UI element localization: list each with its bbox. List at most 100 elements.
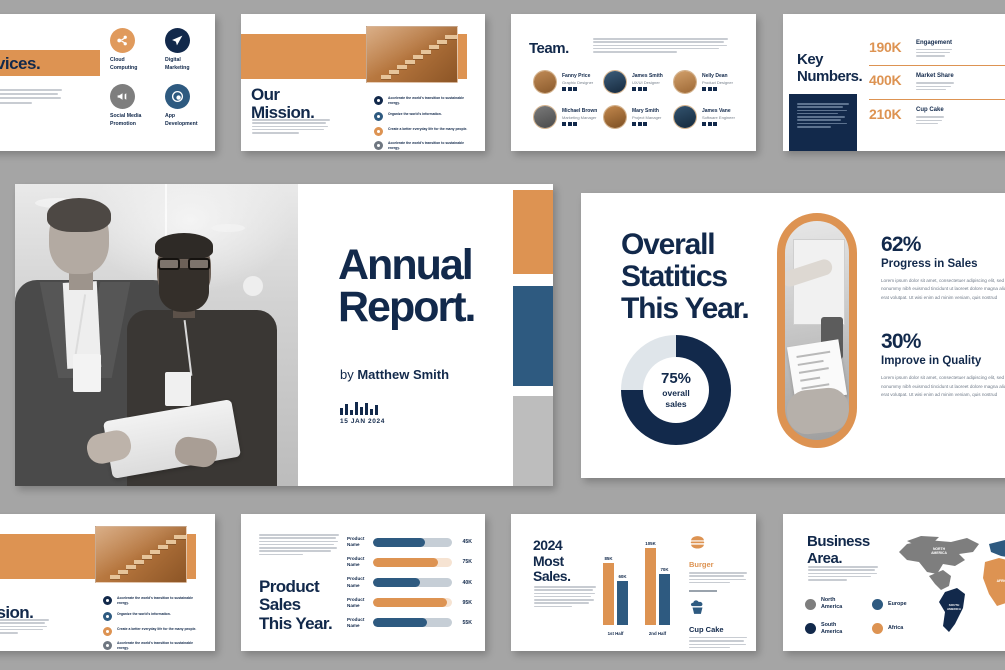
swatch-orange [513,190,553,274]
social-icons[interactable] [702,122,735,127]
mini-bar-decoration-icon [340,402,378,415]
product-value: 75K [462,559,472,566]
twitter-icon [637,122,642,127]
mission-bullet-list: Accelerate the world's transition to sus… [374,96,474,151]
twitter-icon [707,122,712,127]
mission-bullet[interactable]: Organize the world's information. [103,612,203,622]
paper-plane-icon [165,28,190,53]
product-sales-row[interactable]: Product Name 55K [347,617,472,629]
product-sales-row[interactable]: Product Name 45K [347,536,472,548]
team-member[interactable]: Fanny Price Graphic Designer [533,70,598,94]
key-numbers-navy-block [789,94,857,151]
product-value: 45K [462,539,472,546]
bullet-circle-icon [103,596,112,605]
social-icons[interactable] [632,122,661,127]
product-sales-row[interactable]: Product Name 40K [347,576,472,588]
product-value: 95K [462,599,472,606]
facebook-icon [562,122,566,127]
slide-business-area[interactable]: Business Area. North America Europe Sout… [783,514,1005,651]
slide-our-mission-bottom[interactable]: Our Mission. Accelerate the world's tran… [0,514,215,651]
team-member[interactable]: James Smith UX/UI Designer [603,70,668,94]
key-number-row[interactable]: 190K Engagement [869,32,1005,66]
mission-bullet[interactable]: Accelerate the world's transition to sus… [103,596,203,607]
bullet-circle-icon [374,126,383,136]
legend-dot-icon [872,623,883,635]
service-label: Cloud Computing [110,57,138,71]
team-member-role: Project Manager [632,115,662,121]
service-label: Social Media Promotion [110,113,142,127]
x-axis-label: 2nd Half [648,631,667,636]
slide-product-sales[interactable]: Product Sales This Year. Product Name 45… [241,514,485,651]
mission-bullet[interactable]: Accelerate the world's transition to sus… [374,96,474,107]
legend-item-cup-cake[interactable]: Cup Cake [689,599,747,649]
key-number-value: 400K [869,72,902,89]
team-member[interactable]: Mary Smith Project Manager [603,105,668,129]
team-member-name: Michael Brown [562,107,598,114]
social-icons[interactable] [562,122,597,127]
service-item-app-development[interactable]: App Development [165,84,210,128]
slide-overall-statistics[interactable]: Overall Statitics This Year. 75% overall… [581,193,1005,478]
business-area-title: Business Area. [807,533,870,567]
bullet-circle-icon [103,626,112,636]
service-item-digital-marketing[interactable]: Digital Marketing [165,28,210,72]
service-item-cloud-computing[interactable]: Cloud Computing [110,28,155,72]
social-icons[interactable] [632,87,663,92]
app-circle-icon [165,84,190,110]
bullet-circle-icon [103,641,112,651]
legend-item-south-america[interactable]: South America [805,622,866,637]
legend-item-burger[interactable]: Burger [689,534,747,584]
photo-hand [785,385,849,437]
slide-annual-report[interactable]: Annual Report. by Matthew Smith 15 JAN 2… [15,184,553,486]
mission-bullet[interactable]: Create a better everyday life for the ma… [103,626,203,636]
legend-item-north-america[interactable]: North America [805,597,866,612]
stairs-shape [96,527,186,582]
team-member[interactable]: Michael Brown Marketing Manager [533,105,598,129]
product-sales-row[interactable]: Product Name 75K [347,556,472,568]
key-number-row[interactable]: 210K Cup Cake [869,100,1005,133]
metric-value: 30% [881,330,921,354]
svg-text:AFRICA: AFRICA [997,579,1005,583]
legend-item-africa[interactable]: Africa [872,622,933,637]
slide-most-sales[interactable]: 2024 Most Sales. 85K 60K 1st Half 105K 7… [511,514,756,651]
linkedin-icon [643,87,648,92]
progress-track [373,557,452,567]
bar-value-label: 70K [660,567,669,572]
statistics-title: Overall Statitics This Year. [621,228,750,326]
donut-percent: 75% [660,369,692,387]
world-map: NORTH AMERICA SOUTH AMERICA AFRICA [893,528,1005,643]
slide-team[interactable]: Team. Fanny Price Graphic Designer James… [511,14,756,151]
team-member-role: Marketing Manager [562,115,597,121]
world-map-svg: NORTH AMERICA SOUTH AMERICA AFRICA [899,536,1005,632]
legend-item-europe[interactable]: Europe [872,597,933,612]
slide-key-numbers[interactable]: Key Numbers. 190K Engagement 400K Market… [783,14,1005,151]
service-item-social-media-promotion[interactable]: Social Media Promotion [110,84,155,128]
mission-bullet[interactable]: Organize the world's information. [374,112,474,122]
facebook-icon [702,122,706,127]
slide-services[interactable]: Services. Cloud Computing Digital Market… [0,14,215,151]
social-icons[interactable] [562,87,593,92]
mission-bullet[interactable]: Accelerate the world's transition to sus… [103,641,203,651]
team-member[interactable]: Nelly Dean Product Designer [673,70,738,94]
product-value: 55K [462,619,472,626]
mission-bullet[interactable]: Create a better everyday life for the ma… [374,126,474,136]
bar-burger-1st-half[interactable]: 85K [603,556,614,625]
mission-bullet[interactable]: Accelerate the world's transition to sus… [374,141,474,151]
svg-text:SOUTH: SOUTH [949,603,960,607]
team-member[interactable]: James Vane Software Engineer [673,105,738,129]
team-member-grid: Fanny Price Graphic Designer James Smith… [533,70,738,129]
donut-caption: overall sales [662,387,690,409]
statistics-metric-blocks: 62% Progress in Sales Lorem ipsum dolor … [881,233,1005,400]
key-number-row[interactable]: 400K Market Share [869,66,1005,100]
bar-burger-2nd-half[interactable]: 105K [645,541,656,625]
slide-our-mission-top[interactable]: Our Mission. Accelerate the world's tran… [241,14,485,151]
social-icons[interactable] [702,87,733,92]
statistics-metric[interactable]: 30% Improve in Quality Lorem ipsum dolor… [881,330,1005,399]
facebook-icon [702,87,706,92]
avatar [603,70,627,94]
bar-cupcake-2nd-half[interactable]: 70K [659,567,670,625]
statistics-metric[interactable]: 62% Progress in Sales Lorem ipsum dolor … [881,233,1005,302]
bullet-circle-icon [374,141,383,151]
product-sales-row[interactable]: Product Name 95K [347,597,472,609]
bar-cupcake-1st-half[interactable]: 60K [617,574,628,625]
product-name: Product Name [347,596,365,608]
